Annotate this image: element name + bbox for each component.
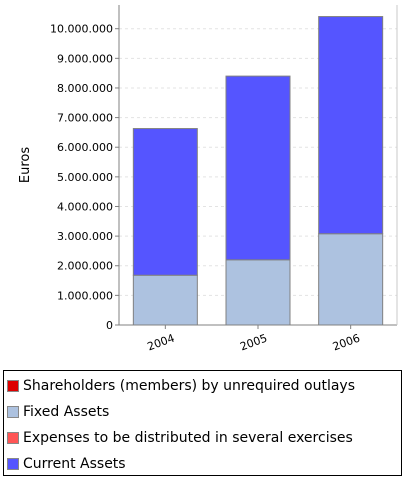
y-axis-title: Euros — [18, 147, 33, 183]
x-axis-ticks: 2004 2005 2006 — [146, 325, 362, 353]
y-tick-label: 9.000.000 — [57, 52, 113, 65]
legend-label: Shareholders (members) by unrequired out… — [23, 378, 355, 394]
y-tick-label: 8.000.000 — [57, 82, 113, 95]
y-tick-label: 4.000.000 — [57, 200, 113, 213]
y-tick-label: 1.000.000 — [57, 289, 113, 302]
legend-item-expenses-to-be-distributed-in-several-exercises: Expenses to be distributed in several ex… — [4, 425, 401, 451]
y-axis-ticks: 0 1.000.000 2.000.000 3.000.000 4.000.000 5.0… — [50, 23, 119, 332]
y-tick-label: 0 — [106, 319, 113, 332]
y-tick-label: 7.000.000 — [57, 112, 113, 125]
legend-swatch — [7, 432, 19, 444]
legend-swatch — [7, 458, 19, 470]
y-tick-label: 3.000.000 — [57, 230, 113, 243]
legend-item-fixed-assets: Fixed Assets — [4, 399, 401, 425]
legend-item-current-assets: Current Assets — [4, 451, 401, 477]
y-tick-label: 2.000.000 — [57, 260, 113, 273]
x-tick-label: 2005 — [238, 332, 269, 354]
legend-label: Expenses to be distributed in several ex… — [23, 430, 353, 446]
y-tick-label: 5.000.000 — [57, 171, 113, 184]
bar-current-assets-2004 — [132, 128, 198, 276]
bar-fixed-assets-2004 — [132, 274, 198, 326]
stacked-bar-chart: 0 1.000.000 2.000.000 3.000.000 4.000.000 5.0… — [18, 5, 398, 353]
bars — [132, 16, 384, 326]
legend-swatch — [7, 406, 19, 418]
legend-label: Current Assets — [23, 456, 126, 472]
bar-fixed-assets-2005 — [225, 259, 291, 326]
bar-fixed-assets-2006 — [318, 233, 384, 326]
legend-swatch — [7, 380, 19, 392]
x-tick-label: 2006 — [331, 332, 362, 354]
legend-label: Fixed Assets — [23, 404, 110, 420]
legend: Shareholders (members) by unrequired out… — [3, 370, 402, 476]
bar-current-assets-2005 — [225, 75, 291, 261]
legend-item-shareholders-members-by-unrequired-outlays: Shareholders (members) by unrequired out… — [4, 373, 401, 399]
x-tick-label: 2004 — [146, 332, 177, 354]
y-tick-label: 10.000.000 — [50, 23, 113, 36]
bar-current-assets-2006 — [318, 16, 384, 235]
y-tick-label: 6.000.000 — [57, 141, 113, 154]
